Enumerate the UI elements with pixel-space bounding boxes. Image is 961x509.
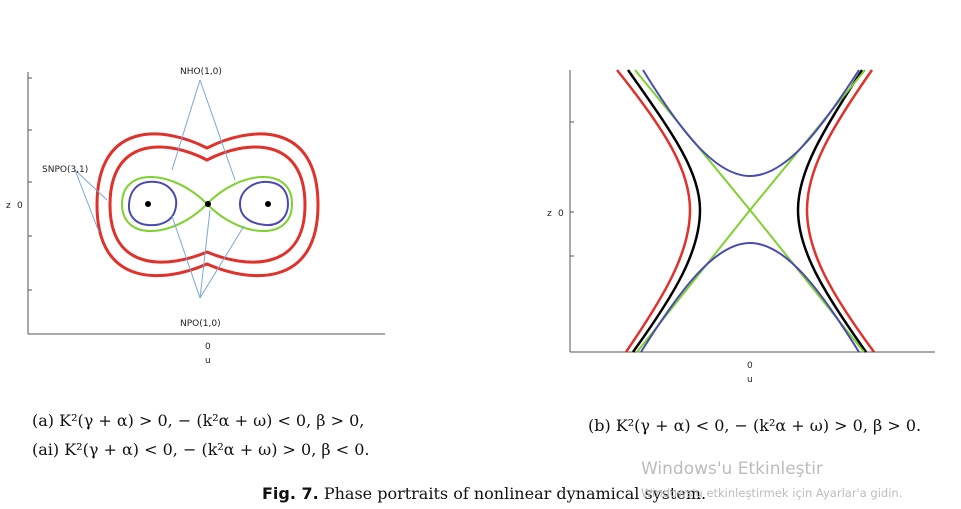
caption-a: (a) K²(γ + α) > 0, − (k²α + ω) < 0, β > …: [32, 411, 365, 430]
label-nho: NHO(1,0): [180, 67, 222, 77]
blue-curve-upper: [642, 69, 860, 178]
activation-watermark-subtitle: Windows'u etkinleştirmek için Ayarlar'a …: [641, 486, 903, 500]
red-curve-left: [616, 69, 692, 353]
panel-a-z-label: z: [6, 201, 11, 211]
outer-orbit-small: [108, 145, 307, 264]
label-snpo: SNPO(3,1): [42, 165, 88, 175]
black-curve-left: [626, 69, 702, 353]
equilibrium-center: [205, 201, 211, 207]
caption-b: (b) K²(γ + α) < 0, − (k²α + ω) > 0, β > …: [588, 416, 922, 435]
figure-caption: Fig. 7. Phase portraits of nonlinear dyn…: [262, 484, 706, 503]
panel-a-u-label: u: [205, 356, 211, 366]
inner-orbit-right: [238, 180, 290, 227]
equilibrium-right: [265, 201, 271, 207]
panel-b-x-zero: 0: [747, 361, 753, 371]
panel-b-u-label: u: [747, 375, 753, 385]
blue-curve-lower: [640, 241, 860, 353]
annotation-arrows: [74, 79, 245, 299]
panel-b-z-label: z: [547, 209, 552, 219]
panel-b-z-zero: 0: [558, 209, 564, 219]
panel-b-axes: [569, 70, 935, 353]
black-curve-right: [796, 69, 868, 353]
red-curve-right: [805, 69, 876, 353]
figure-label: Fig. 7.: [262, 484, 319, 503]
panel-a-x-zero: 0: [205, 342, 211, 352]
label-npo: NPO(1,0): [180, 319, 221, 329]
equilibrium-left: [145, 201, 151, 207]
outer-orbit-large: [95, 132, 320, 278]
inner-orbit-left: [127, 180, 178, 227]
activation-watermark-title: Windows'u Etkinleştir: [641, 459, 823, 479]
panel-a-axes: [27, 72, 385, 335]
caption-ai: (ai) K²(γ + α) < 0, − (k²α + ω) > 0, β <…: [32, 440, 370, 459]
panel-a-z-zero: 0: [17, 201, 23, 211]
figure-caption-text: Phase portraits of nonlinear dynamical s…: [323, 484, 707, 503]
